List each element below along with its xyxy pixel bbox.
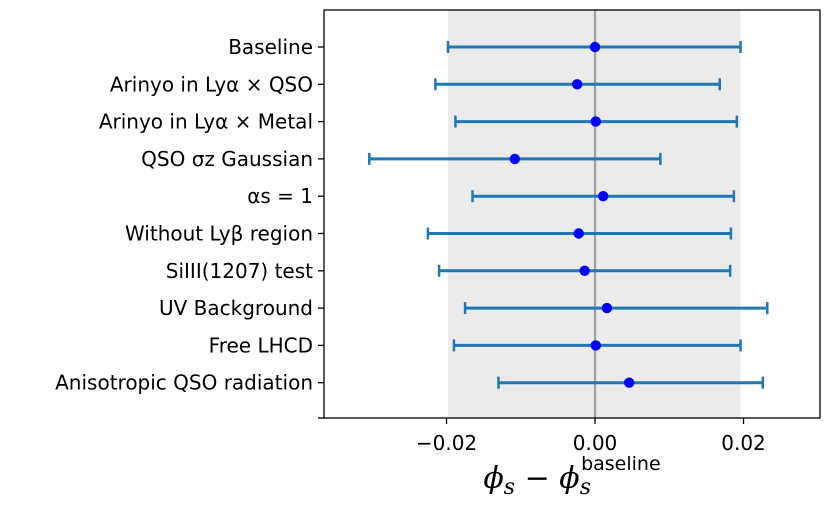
x-axis-label: ϕs − ϕsbaseline: [483, 453, 660, 500]
y-tick-label: αs = 1: [247, 184, 313, 208]
errorbar-row: [434, 78, 722, 91]
y-tick-label: Free LHCD: [209, 333, 313, 357]
y-tick-label: QSO σz Gaussian: [141, 147, 313, 171]
errorbar-row: [368, 152, 662, 165]
errorbar-row: [454, 115, 739, 128]
data-point: [579, 265, 590, 276]
y-tick-label: SiIII(1207) test: [166, 259, 313, 283]
errorbar-row: [497, 376, 765, 389]
errorbar-row: [471, 190, 736, 203]
y-tick-label: Arinyo in Lyα × QSO: [110, 72, 313, 96]
y-tick-label: Without Lyβ region: [125, 222, 313, 246]
x-tick-label: 0.00: [573, 431, 618, 455]
data-point: [601, 302, 613, 314]
x-tick-label: −0.02: [416, 431, 477, 455]
x-tick-label: 0.02: [721, 431, 766, 455]
data-point: [573, 228, 584, 239]
plot-frame: [323, 9, 821, 419]
data-point: [597, 191, 609, 202]
errorbar-row: [452, 339, 742, 352]
data-point: [590, 116, 601, 127]
data-point: [509, 153, 521, 165]
y-tick-label: Baseline: [228, 35, 313, 59]
data-point: [590, 340, 601, 351]
data-point: [571, 79, 583, 90]
errorbar-row: [437, 264, 732, 277]
y-tick-label: Anisotropic QSO radiation: [55, 371, 313, 395]
data-point: [589, 41, 601, 53]
errorbar-row: [463, 302, 769, 315]
y-tick-label: UV Background: [159, 296, 313, 320]
y-tick-label: Arinyo in Lyα × Metal: [99, 110, 313, 134]
errorbar-row: [426, 227, 733, 240]
data-point: [623, 377, 635, 388]
errorbar-row: [446, 41, 742, 53]
